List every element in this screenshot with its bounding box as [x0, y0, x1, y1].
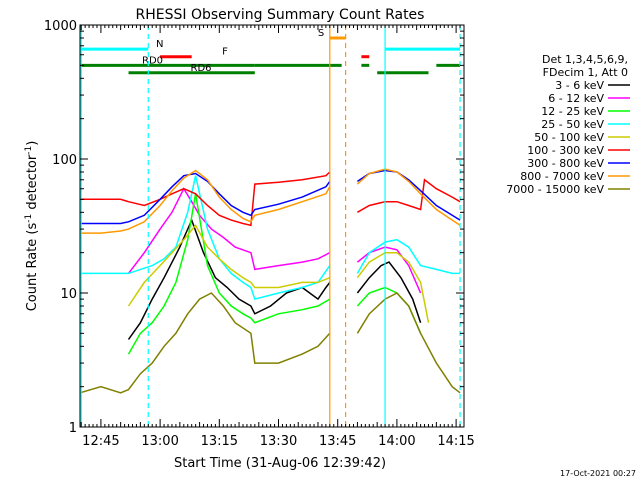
legend-header: FDecim 1, Att 0: [543, 66, 628, 79]
x-tick-label: 13:00: [141, 434, 178, 449]
timestamp: 17-Oct-2021 00:27: [560, 469, 636, 478]
y-axis: 1 10 100 1000: [44, 19, 464, 436]
legend-label: 12 - 25 keV: [541, 105, 604, 118]
legend: Det 1,3,4,5,6,9,FDecim 1, Att 03 - 6 keV…: [506, 53, 630, 196]
legend-label: 25 - 50 keV: [541, 118, 604, 131]
x-tick-label: 14:15: [437, 434, 474, 449]
y-axis-label-part: Count Rate (s: [25, 223, 40, 312]
legend-label: 800 - 7000 keV: [520, 170, 604, 183]
flag-label: RD0: [142, 55, 163, 66]
series-line-14: [80, 169, 331, 234]
y-tick-label: 1: [69, 421, 77, 436]
y-axis-label-part: ): [25, 141, 40, 146]
x-tick-label: 13:15: [201, 434, 238, 449]
series-line-15: [356, 168, 461, 226]
series-line-4: [127, 193, 331, 355]
series-line-9: [356, 251, 430, 323]
y-axis-label-superscript: -1: [24, 214, 34, 223]
legend-label: 7000 - 15000 keV: [506, 183, 604, 196]
plot-area: [79, 168, 461, 394]
chart-title: RHESSI Observing Summary Count Rates: [136, 7, 425, 23]
series-line-10: [80, 171, 331, 227]
y-tick-label: 100: [52, 153, 77, 168]
x-axis: 12:45 13:00 13:15 13:30 13:45 14:00 14:15: [80, 25, 475, 449]
series-line-13: [356, 169, 461, 221]
y-tick-label: 10: [60, 287, 77, 302]
series-line-1: [356, 261, 422, 323]
y-axis-label: Count Rate (s-1 detector-1): [24, 141, 40, 312]
series-line-8: [127, 223, 331, 307]
flag-bars: N S F RD0 RD6: [80, 28, 461, 75]
flag-label: RD6: [191, 63, 212, 74]
legend-label: 6 - 12 keV: [548, 92, 604, 105]
x-tick-label: 14:00: [378, 434, 415, 449]
flag-label: F: [222, 47, 228, 58]
x-tick-label: 12:45: [82, 434, 119, 449]
series-line-2: [127, 187, 331, 274]
series-line-7: [356, 238, 461, 275]
x-axis-label: Start Time (31-Aug-06 12:39:42): [174, 456, 386, 471]
series-line-6: [80, 175, 331, 301]
series-line-0: [127, 218, 331, 340]
legend-label: 100 - 300 keV: [527, 144, 604, 157]
legend-header: Det 1,3,4,5,6,9,: [542, 53, 628, 66]
series-line-17: [356, 292, 461, 394]
y-axis-label-part: detector: [25, 154, 40, 214]
y-axis-label-superscript: -1: [24, 146, 34, 155]
y-tick-label: 1000: [44, 19, 77, 34]
series-line-11: [357, 178, 461, 213]
x-tick-label: 13:30: [260, 434, 297, 449]
flag-label: N: [156, 39, 163, 50]
series-line-16: [79, 292, 331, 394]
series-line-12: [80, 172, 331, 225]
legend-label: 50 - 100 keV: [534, 131, 604, 144]
legend-label: 300 - 800 keV: [527, 157, 604, 170]
plot-frame: [79, 24, 465, 428]
flag-label: S: [318, 28, 324, 39]
series-line-3: [356, 246, 422, 294]
legend-label: 3 - 6 keV: [555, 79, 604, 92]
x-tick-label: 13:45: [319, 434, 356, 449]
event-lines: [80, 25, 461, 427]
